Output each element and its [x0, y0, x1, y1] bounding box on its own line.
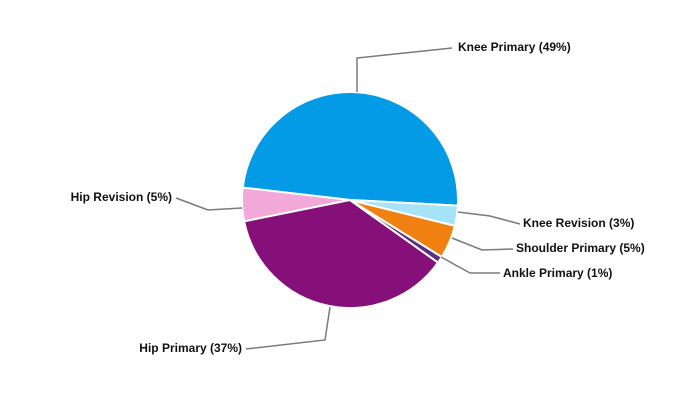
leader-line — [356, 47, 453, 92]
slice-label: Hip Primary (37%) — [139, 341, 242, 355]
leader-line — [457, 211, 521, 225]
leader-line — [451, 237, 514, 251]
slice-label: Knee Primary (49%) — [458, 40, 571, 54]
slice-label: Hip Revision (5%) — [71, 190, 172, 204]
slice-label: Ankle Primary (1%) — [503, 266, 612, 280]
leader-line — [245, 306, 331, 350]
pie-slice — [242, 198, 440, 309]
pie-slice — [241, 91, 459, 207]
slice-label: Knee Revision (3%) — [523, 216, 634, 230]
leader-line — [440, 256, 500, 274]
leader-line — [175, 197, 243, 211]
slice-label: Shoulder Primary (5%) — [516, 241, 645, 255]
pie-slice — [349, 199, 459, 227]
